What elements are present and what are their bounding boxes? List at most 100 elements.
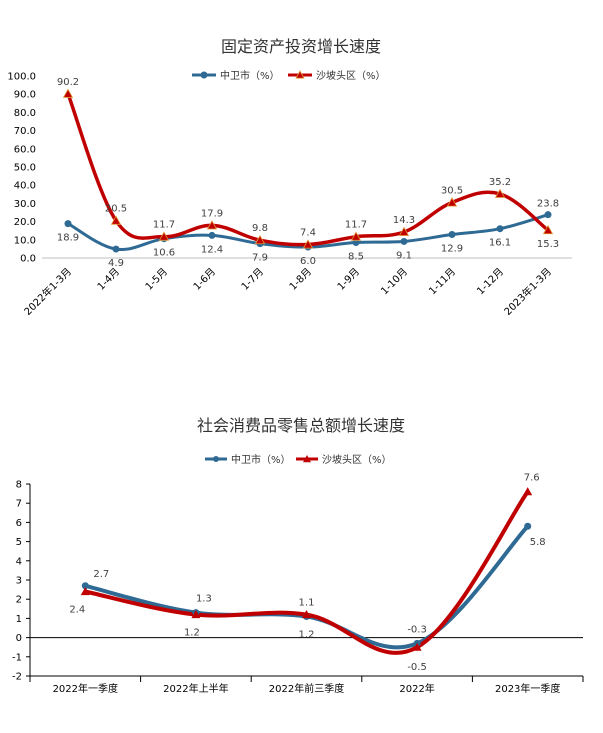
chart1-y-tick-label: 90.0	[14, 90, 36, 101]
chart2-svg: 社会消费品零售总额增长速度 8 7 6 5 4 3 2 1 0 -1 -2 2022年一季度 2022年上…	[12, 416, 584, 695]
chart1-data-label-zhongwei: 6.0	[300, 256, 316, 267]
chart2-legend-label: 中卫市（%）	[231, 453, 291, 466]
chart1-x-tick-label: 1-6月	[191, 266, 218, 293]
chart1-point-shapotou	[110, 215, 122, 225]
chart2-point-zhongwei	[81, 582, 89, 590]
chart-fixed-asset-investment: 固定资产投资增长速度 100.0 90.0 80.0 70.0 60.0 50.0 40.0 3…	[0, 0, 603, 360]
chart2-x-tick-label: 2022年	[399, 682, 434, 695]
chart1-point-zhongwei	[112, 245, 120, 253]
chart1-title: 固定资产投资增长速度	[221, 37, 381, 56]
chart2-y-tick-label: 1	[16, 614, 22, 625]
chart1-x-tick-label: 2022年1-3月	[21, 265, 74, 318]
chart1-point-shapotou	[398, 226, 410, 236]
chart1-point-shapotou	[494, 188, 506, 198]
chart1-y-tick-label: 20.0	[14, 217, 36, 228]
chart1-legend-label: 沙坡头区（%）	[316, 69, 386, 82]
chart1-data-label-zhongwei: 8.5	[348, 252, 364, 263]
chart2-y-tick-label: 3	[16, 576, 22, 587]
chart2-point-zhongwei	[524, 522, 532, 530]
chart1-y-tick-label: 100.0	[7, 72, 36, 83]
chart2-y-tick-label: 6	[16, 518, 22, 529]
chart1-y-tick-label: 50.0	[14, 163, 36, 174]
chart1-x-tick-label: 1-9月	[335, 266, 362, 293]
chart2-data-label-zhongwei: 5.8	[530, 537, 546, 548]
chart2-data-label-shapotou: 1.2	[299, 630, 315, 641]
chart2-point-shapotou	[302, 610, 311, 619]
chart1-data-label-zhongwei: 7.9	[252, 253, 268, 264]
chart2-legend-marker	[303, 455, 311, 463]
chart1-x-tick-label: 2023年1-3月	[501, 265, 554, 318]
chart1-legend-marker	[295, 70, 305, 79]
chart1-data-label-shapotou: 7.4	[300, 228, 316, 239]
chart1-y-tick-label: 60.0	[14, 144, 36, 155]
chart2-series-shapotou-line	[84, 490, 530, 655]
chart1-series-shapotou-line	[66, 93, 550, 247]
chart1-y-tick-label: 40.0	[14, 181, 36, 192]
chart2-data-label-zhongwei: 2.7	[93, 569, 109, 580]
chart1-x-tick-label: 1-7月	[239, 266, 266, 293]
chart2-y-tick-label: -2	[12, 672, 22, 683]
chart1-y-tick-label: 30.0	[14, 199, 36, 210]
chart1-data-label-zhongwei: 12.9	[441, 244, 463, 255]
chart1-point-zhongwei	[208, 231, 216, 239]
chart2-data-label-zhongwei: 1.3	[196, 594, 212, 605]
chart1-data-label-shapotou: 17.9	[201, 208, 223, 219]
chart1-data-label-shapotou: 14.3	[393, 215, 415, 226]
chart1-data-label-shapotou: 11.7	[345, 220, 367, 231]
chart1-data-label-shapotou: 35.2	[489, 177, 511, 188]
chart1-point-shapotou	[542, 224, 554, 235]
chart2-y-tick-label: 7	[16, 499, 22, 510]
chart1-x-tick-label: 1-4月	[95, 266, 122, 293]
chart1-legend-label: 中卫市（%）	[220, 69, 280, 82]
chart1-point-shapotou	[350, 231, 362, 241]
chart1-x-tick-label: 1-8月	[287, 266, 314, 293]
chart1-x-tick-label: 1-11月	[427, 266, 459, 298]
chart1-y-tick-label: 10.0	[14, 235, 36, 246]
chart2-y-tick-label: 0	[16, 633, 22, 644]
chart2-y-tick-label: -1	[12, 652, 22, 663]
chart1-data-label-zhongwei: 18.9	[57, 233, 79, 244]
chart2-y-tick-label: 2	[16, 595, 22, 606]
chart1-y-tick-label: 70.0	[14, 126, 36, 137]
chart1-point-zhongwei	[400, 237, 408, 245]
chart1-x-tick-label: 1-5月	[143, 266, 170, 293]
chart1-data-label-zhongwei: 23.8	[537, 199, 559, 210]
chart1-data-label-zhongwei: 10.6	[153, 248, 175, 259]
chart2-x-tick-label: 2023年一季度	[495, 682, 560, 695]
chart1-point-zhongwei	[544, 211, 552, 219]
chart1-data-label-zhongwei: 4.9	[108, 258, 124, 269]
chart2-point-shapotou	[523, 487, 533, 496]
chart1-y-tick-label: 0.0	[20, 254, 36, 265]
chart2-legend-label: 沙坡头区（%）	[322, 453, 392, 466]
chart1-legend-marker	[200, 71, 208, 79]
chart1-x-tick-label: 1-10月	[379, 266, 411, 298]
chart2-x-tick-label: 2022年前三季度	[269, 682, 344, 695]
chart2-legend-marker	[213, 456, 219, 462]
chart2-y-tick-label: 5	[16, 537, 22, 548]
chart1-point-zhongwei	[496, 225, 504, 233]
chart1-point-shapotou	[302, 239, 314, 249]
chart1-point-shapotou	[254, 234, 266, 245]
chart1-point-zhongwei	[448, 231, 456, 239]
chart1-data-label-zhongwei: 9.1	[396, 250, 412, 261]
chart1-point-shapotou	[446, 197, 458, 207]
chart1-point-zhongwei	[352, 239, 360, 247]
chart1-point-zhongwei	[64, 220, 72, 228]
chart2-data-label-zhongwei: -0.3	[407, 624, 427, 635]
chart2-point-shapotou	[191, 610, 201, 619]
chart1-data-label-shapotou: 90.2	[57, 77, 79, 88]
chart2-data-label-shapotou: 1.2	[184, 628, 200, 639]
chart1-point-shapotou	[158, 231, 170, 241]
chart1-y-tick-label: 80.0	[14, 108, 36, 119]
chart1-data-label-shapotou: 15.3	[537, 239, 559, 250]
chart1-data-label-shapotou: 30.5	[441, 185, 463, 196]
chart2-data-label-shapotou: -0.5	[407, 662, 427, 673]
chart1-point-shapotou	[62, 88, 74, 98]
chart2-data-label-shapotou: 7.6	[524, 473, 540, 484]
chart1-data-label-shapotou: 20.5	[105, 204, 127, 215]
chart2-y-tick-label: 4	[16, 556, 22, 567]
chart1-svg: 固定资产投资增长速度 100.0 90.0 80.0 70.0 60.0 50.0 40.0 3…	[7, 37, 572, 318]
chart2-data-label-shapotou: 2.4	[69, 605, 85, 616]
chart1-data-label-zhongwei: 12.4	[201, 244, 223, 255]
chart2-point-shapotou	[412, 642, 422, 651]
